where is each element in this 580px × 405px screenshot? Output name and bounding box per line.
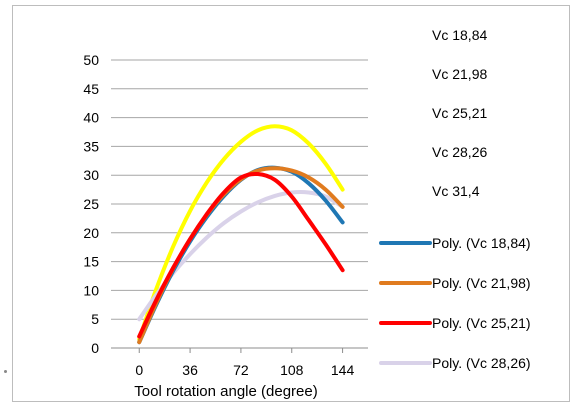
y-axis-tick-labels: 0 5 10 15 20 25 30 35 40 45 50 — [83, 52, 99, 356]
x-tick-label: 0 — [135, 362, 143, 378]
y-tick-label: 5 — [91, 311, 99, 327]
series-lines — [137, 124, 345, 345]
y-tick-label: 30 — [83, 167, 99, 183]
legend-entry-text: Vc 28,26 — [432, 144, 487, 160]
legend-entry-text: Poly. (Vc 21,98) — [432, 275, 531, 291]
y-tick-label: 45 — [83, 81, 99, 97]
y-tick-label: 50 — [83, 52, 99, 68]
series-line-vc-31-4 — [137, 124, 345, 342]
legend-entry-text: Poly. (Vc 25,21) — [432, 315, 531, 331]
x-tick-label: 36 — [182, 362, 198, 378]
x-tick-label: 144 — [331, 362, 355, 378]
y-tick-label: 25 — [83, 196, 99, 212]
series-line-vc-25-21 — [137, 171, 345, 339]
legend-entry-text: Vc 18,84 — [432, 27, 487, 43]
chart-frame: 0 5 10 15 20 25 30 35 40 45 50 0 36 72 108 144 Tool ro… — [12, 5, 570, 402]
legend-entry-text: Vc 25,21 — [432, 105, 487, 121]
legend-entry-text: Poly. (Vc 18,84) — [432, 235, 531, 251]
legend-entry-text: Poly. (Vc 28,26) — [432, 355, 531, 371]
stray-dot — [4, 370, 7, 373]
x-axis-tick-labels: 0 36 72 108 144 — [135, 362, 354, 378]
legend-entry-text: Vc 21,98 — [432, 66, 487, 82]
y-tick-label: 15 — [83, 254, 99, 270]
y-tick-label: 0 — [91, 340, 99, 356]
legend: Vc 18,84 Vc 21,98 Vc 25,21 Vc 28,26 Vc 31,4 P… — [379, 27, 531, 371]
x-tick-label: 72 — [233, 362, 249, 378]
y-tick-label: 10 — [83, 282, 99, 298]
y-tick-label: 20 — [83, 225, 99, 241]
y-tick-label: 35 — [83, 138, 99, 154]
legend-entry-text: Vc 31,4 — [432, 183, 480, 199]
y-tick-label: 40 — [83, 110, 99, 126]
x-axis-title: Tool rotation angle (degree) — [134, 383, 317, 400]
line-chart: 0 5 10 15 20 25 30 35 40 45 50 0 36 72 108 144 Tool ro… — [83, 27, 531, 400]
x-tick-label: 108 — [280, 362, 304, 378]
